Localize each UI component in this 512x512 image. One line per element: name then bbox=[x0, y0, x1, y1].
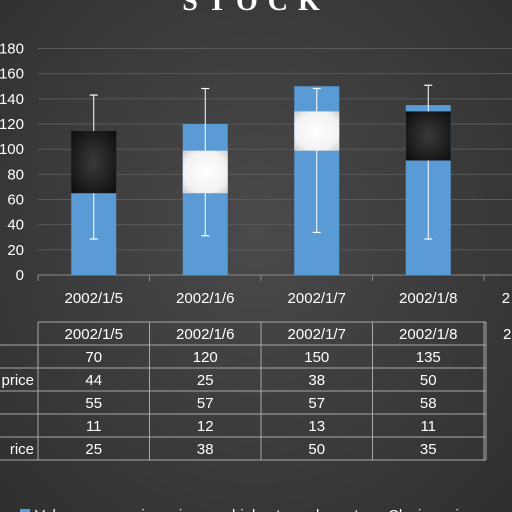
table-header-cell: 2002/1/6 bbox=[176, 326, 234, 343]
table-header-partial: 2 bbox=[503, 326, 511, 343]
table-cell: 50 bbox=[420, 372, 437, 389]
legend-label: lowest bbox=[316, 507, 359, 512]
table-cell: 25 bbox=[85, 441, 102, 458]
legend-label: opening price bbox=[108, 507, 198, 512]
table-cell: 50 bbox=[308, 441, 325, 458]
table-cell: 135 bbox=[416, 349, 441, 366]
table-cell: 44 bbox=[85, 372, 102, 389]
legend: Volume opening price highest lowest Closing … bbox=[20, 507, 475, 512]
y-tick-label: 120 bbox=[0, 116, 24, 133]
table-cell: 12 bbox=[197, 418, 214, 435]
x-tick-label: 2002/1/5 bbox=[65, 290, 123, 307]
y-tick-label: 60 bbox=[7, 192, 24, 209]
stock-boxes bbox=[71, 84, 451, 240]
table-cell: 25 bbox=[197, 372, 214, 389]
legend-swatch-volume bbox=[20, 509, 30, 512]
y-tick-label: 100 bbox=[0, 141, 24, 158]
table-header-cell: 2002/1/5 bbox=[65, 326, 123, 343]
table-cell: 120 bbox=[193, 349, 218, 366]
down-box bbox=[405, 111, 451, 161]
legend-label: Volume bbox=[35, 507, 85, 512]
data-table: 2002/1/5 2002/1/6 2002/1/7 2002/1/8 2 70 120 15… bbox=[0, 321, 511, 461]
x-axis-ticks: 2002/1/5 2002/1/6 2002/1/7 2002/1/8 2 bbox=[37, 275, 510, 307]
y-tick-label: 80 bbox=[7, 166, 24, 183]
y-tick-label: 180 bbox=[0, 41, 24, 58]
y-tick-label: 0 bbox=[16, 267, 24, 284]
x-tick-label: 2002/1/7 bbox=[288, 290, 346, 307]
x-tick-label: 2002/1/6 bbox=[176, 290, 234, 307]
y-tick-label: 40 bbox=[7, 217, 24, 234]
table-cell: 70 bbox=[85, 349, 102, 366]
table-cell: 55 bbox=[85, 395, 102, 412]
volume-bars bbox=[71, 86, 451, 275]
y-tick-label: 140 bbox=[0, 91, 24, 108]
table-cell: 38 bbox=[197, 441, 214, 458]
up-box bbox=[182, 150, 228, 194]
x-tick-label-partial: 2 bbox=[502, 290, 510, 307]
y-tick-label: 160 bbox=[0, 66, 24, 83]
table-header-cell: 2002/1/7 bbox=[288, 326, 346, 343]
table-cell: 57 bbox=[197, 395, 214, 412]
table-cell: 11 bbox=[420, 418, 436, 435]
table-cell: 11 bbox=[86, 418, 102, 435]
table-cell: 58 bbox=[420, 395, 437, 412]
table-header-cell: 2002/1/8 bbox=[399, 326, 457, 343]
table-row-label: price bbox=[1, 372, 34, 389]
table-cell: 150 bbox=[304, 349, 329, 366]
table-cell: 38 bbox=[308, 372, 325, 389]
legend-label: Closing price bbox=[388, 507, 475, 512]
down-box bbox=[71, 131, 117, 194]
y-axis-ticks: 0 20 40 60 80 100 120 140 160 180 bbox=[0, 41, 24, 285]
table-cell: 57 bbox=[308, 395, 325, 412]
chart-title: STOCK bbox=[182, 0, 330, 17]
table-cell: 35 bbox=[420, 441, 437, 458]
table-cell: 13 bbox=[308, 418, 325, 435]
legend-label: highest bbox=[232, 507, 281, 512]
table-row-label: rice bbox=[10, 441, 34, 458]
up-box bbox=[294, 111, 340, 151]
x-tick-label: 2002/1/8 bbox=[399, 290, 457, 307]
y-tick-label: 20 bbox=[7, 242, 24, 259]
